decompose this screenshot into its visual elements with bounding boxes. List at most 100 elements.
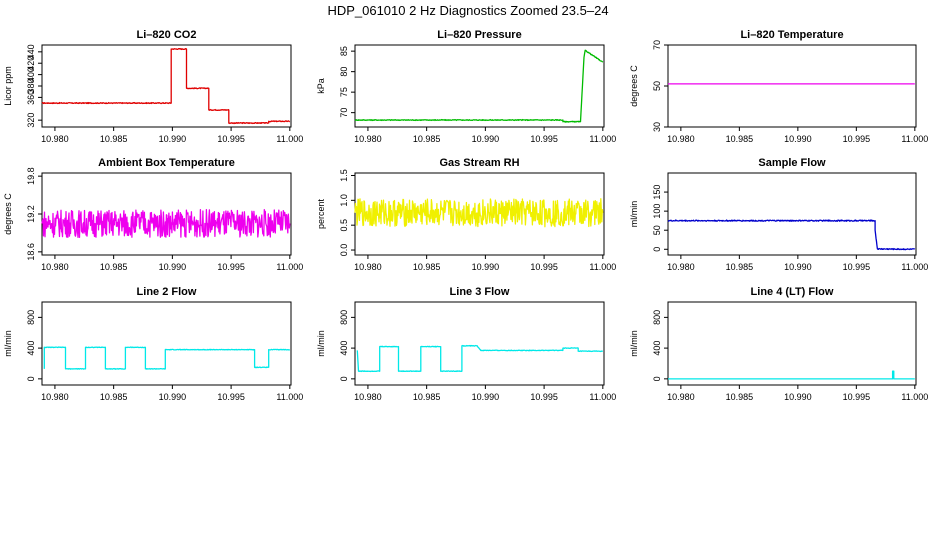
panel-title: Sample Flow — [758, 157, 826, 169]
x-tick-label: 10.995 — [530, 262, 558, 272]
y-tick-label: 70 — [339, 108, 349, 118]
y-tick-label: 800 — [339, 310, 349, 325]
y-axis-label: Licor ppm — [3, 66, 13, 106]
panel-8: Line 3 Flow 10.980 10.985 10.990 10.995 11.00… — [316, 286, 616, 402]
x-tick-label: 11.000 — [276, 262, 303, 272]
y-axis-label: degrees C — [629, 65, 639, 107]
x-tick-label: 10.980 — [41, 134, 69, 144]
x-tick-label: 10.990 — [784, 392, 812, 402]
y-tick-label: 18.6 — [26, 243, 36, 261]
series-line — [41, 208, 291, 238]
plot-frame — [354, 44, 605, 128]
y-tick-label: 19.8 — [26, 167, 36, 185]
x-tick-label: 10.985 — [726, 262, 754, 272]
page-title: HDP_061010 2 Hz Diagnostics Zoomed 23.5–… — [327, 3, 608, 18]
x-tick-label: 10.985 — [726, 392, 754, 402]
plot-frame — [354, 172, 605, 256]
x-tick-label: 10.985 — [100, 134, 128, 144]
x-tick-label: 11.000 — [589, 134, 616, 144]
panel-2: Li–820 Pressure 10.980 10.985 10.990 10.995 1… — [316, 29, 616, 144]
panel-9: Line 4 (LT) Flow 10.980 10.985 10.990 10.995… — [629, 286, 928, 402]
x-tick-label: 10.995 — [217, 392, 245, 402]
x-tick-label: 11.000 — [276, 392, 303, 402]
y-tick-label: 360 — [26, 90, 36, 105]
panel-title: Line 2 Flow — [137, 286, 197, 298]
y-tick-label: 50 — [652, 81, 662, 91]
y-tick-label: 0.5 — [339, 219, 349, 232]
y-tick-label: 400 — [652, 341, 662, 356]
x-tick-label: 10.980 — [41, 392, 69, 402]
x-tick-label: 10.995 — [843, 134, 871, 144]
x-tick-label: 10.985 — [100, 262, 128, 272]
y-tick-label: 0 — [652, 247, 662, 252]
plot-frame — [667, 172, 917, 256]
panel-title: Li–820 Temperature — [740, 29, 843, 41]
x-tick-label: 10.990 — [472, 392, 500, 402]
x-tick-label: 10.985 — [100, 392, 128, 402]
x-tick-label: 10.980 — [354, 262, 382, 272]
x-tick-label: 11.000 — [901, 134, 928, 144]
panel-4: Ambient Box Temperature 10.980 10.985 10.99… — [3, 157, 303, 272]
x-tick-label: 10.990 — [159, 262, 187, 272]
x-tick-label: 10.980 — [41, 262, 69, 272]
y-tick-label: 75 — [339, 87, 349, 97]
y-tick-label: 400 — [26, 67, 36, 82]
x-tick-label: 10.990 — [159, 134, 187, 144]
y-tick-label: 30 — [652, 122, 662, 132]
y-tick-label: 800 — [26, 310, 36, 325]
x-tick-label: 10.985 — [413, 262, 441, 272]
x-tick-label: 10.985 — [413, 134, 441, 144]
x-tick-label: 10.995 — [843, 392, 871, 402]
x-tick-label: 10.995 — [530, 392, 558, 402]
y-axis-label: ml/min — [3, 330, 13, 357]
y-tick-label: 19.2 — [26, 205, 36, 223]
panel-title: Line 4 (LT) Flow — [751, 286, 834, 298]
y-tick-label: 50 — [652, 225, 662, 235]
y-tick-label: 1.0 — [339, 194, 349, 207]
y-tick-label: 800 — [652, 310, 662, 325]
panel-title: Line 3 Flow — [450, 286, 510, 298]
plot-frame — [667, 44, 917, 128]
panel-title: Ambient Box Temperature — [98, 157, 235, 169]
y-tick-label: 440 — [26, 44, 36, 59]
x-tick-label: 11.000 — [901, 262, 928, 272]
x-tick-label: 10.980 — [667, 392, 695, 402]
y-tick-label: 80 — [339, 67, 349, 77]
x-tick-label: 10.980 — [667, 134, 695, 144]
x-tick-label: 10.995 — [217, 262, 245, 272]
plot-frame — [41, 301, 292, 386]
y-tick-label: 0 — [339, 376, 349, 381]
panel-6: Sample Flow 10.980 10.985 10.990 10.995 11.00… — [629, 157, 928, 272]
y-tick-label: 320 — [26, 113, 36, 128]
x-tick-label: 11.000 — [901, 392, 928, 402]
x-tick-label: 10.980 — [354, 134, 382, 144]
plot-frame — [354, 301, 605, 386]
x-tick-label: 11.000 — [589, 392, 616, 402]
series-line — [43, 346, 291, 370]
y-tick-label: 0 — [26, 376, 36, 381]
x-tick-label: 10.990 — [472, 262, 500, 272]
y-tick-label: 100 — [652, 204, 662, 219]
series-line — [354, 49, 604, 123]
panel-title: Li–820 CO2 — [137, 29, 197, 41]
x-tick-label: 10.985 — [726, 134, 754, 144]
x-tick-label: 10.990 — [472, 134, 500, 144]
series-line — [667, 219, 916, 251]
panel-3: Li–820 Temperature 10.980 10.985 10.990 10.9… — [629, 29, 928, 144]
x-tick-label: 10.995 — [217, 134, 245, 144]
panel-1: Li–820 CO2 10.980 10.985 10.990 10.995 11.000… — [3, 29, 303, 144]
y-tick-label: 150 — [652, 185, 662, 200]
panel-5: Gas Stream RH 10.980 10.985 10.990 10.995 11.… — [316, 157, 616, 272]
plot-frame — [41, 44, 292, 128]
plot-frame — [667, 301, 917, 386]
y-tick-label: 85 — [339, 46, 349, 56]
y-tick-label: 380 — [26, 78, 36, 93]
y-axis-label: degrees C — [3, 193, 13, 235]
panel-7: Line 2 Flow 10.980 10.985 10.990 10.995 11.00… — [3, 286, 303, 402]
x-tick-label: 10.980 — [354, 392, 382, 402]
y-axis-label: percent — [316, 198, 326, 229]
y-tick-label: 70 — [652, 40, 662, 50]
y-tick-label: 400 — [26, 341, 36, 356]
x-tick-label: 10.980 — [667, 262, 695, 272]
y-tick-label: 400 — [339, 341, 349, 356]
